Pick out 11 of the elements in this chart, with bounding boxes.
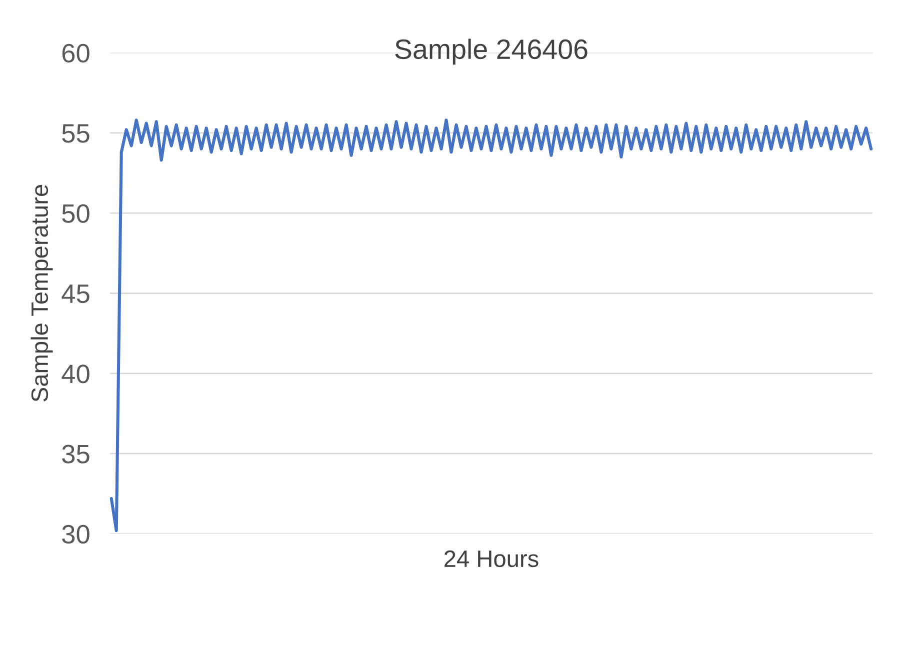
line-series <box>110 118 873 532</box>
y-tick-label: 40 <box>62 364 90 384</box>
x-axis-title: 24 Hours <box>444 550 538 568</box>
y-tick-label: 35 <box>62 444 90 464</box>
y-tick-label: 55 <box>62 124 90 143</box>
chart-title: Sample 246406 <box>395 38 588 65</box>
y-tick-label: 45 <box>62 284 90 304</box>
y-tick-label: 30 <box>62 524 90 544</box>
y-tick-label: 60 <box>62 44 90 63</box>
y-tick-label: 50 <box>62 204 90 223</box>
y-axis-title: Sample Temperature <box>30 184 53 402</box>
